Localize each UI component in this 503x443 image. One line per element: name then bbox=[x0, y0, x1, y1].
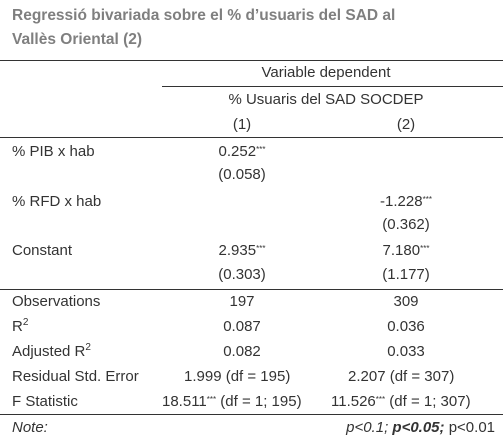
stat-label-obs: Observations bbox=[12, 293, 101, 310]
stars: *** bbox=[256, 145, 266, 154]
column-header-2: (2) bbox=[396, 116, 416, 133]
significance-note: p<0.1; p<0.05; p<0.01 bbox=[346, 419, 495, 436]
stars: *** bbox=[256, 244, 266, 253]
header-rule bbox=[0, 137, 503, 138]
fstat-2: 11.526*** (df = 1; 307) bbox=[331, 393, 471, 410]
rse-2: 2.207 (df = 307) bbox=[348, 368, 455, 385]
header-underline bbox=[162, 86, 503, 87]
r2-1: 0.087 bbox=[223, 318, 261, 335]
title-line-1: Regressió bivariada sobre el % d’usuaris… bbox=[12, 7, 396, 24]
se-constant-1: (0.303) bbox=[218, 266, 266, 283]
coef-constant-2: 7.180*** bbox=[382, 242, 430, 259]
stat-label-rse: Residual Std. Error bbox=[12, 368, 139, 385]
stats-rule bbox=[0, 289, 503, 290]
dep-var-caption: Variable dependent bbox=[261, 64, 391, 81]
se-constant-2: (1.177) bbox=[382, 266, 430, 283]
top-rule bbox=[0, 60, 503, 61]
column-header-1: (1) bbox=[232, 116, 252, 133]
coef-rfd-2: -1.228*** bbox=[380, 193, 432, 210]
bottom-rule bbox=[0, 414, 503, 415]
se-rfd-2: (0.362) bbox=[382, 216, 430, 233]
rse-1: 1.999 (df = 195) bbox=[184, 368, 291, 385]
adj-r2-1: 0.082 bbox=[223, 343, 261, 360]
se-pib-1: (0.058) bbox=[218, 166, 266, 183]
coef-constant-1: 2.935*** bbox=[218, 242, 266, 259]
stars: *** bbox=[206, 395, 217, 404]
fstat-1: 18.511*** (df = 1; 195) bbox=[162, 393, 302, 410]
adj-r2-2: 0.033 bbox=[387, 343, 425, 360]
stars: *** bbox=[422, 195, 432, 204]
stars: *** bbox=[420, 244, 430, 253]
r2-2: 0.036 bbox=[387, 318, 425, 335]
row-label-rfd: % RFD x hab bbox=[12, 193, 102, 210]
note-label: Note: bbox=[12, 419, 48, 436]
table-title: Regressió bivariada sobre el % d’usuaris… bbox=[12, 4, 492, 52]
regression-table: Variable dependent % Usuaris del SAD SOC… bbox=[0, 60, 503, 443]
obs-1: 197 bbox=[229, 293, 255, 310]
obs-2: 309 bbox=[393, 293, 419, 310]
stars: *** bbox=[375, 395, 386, 404]
row-label-pib: % PIB x hab bbox=[12, 143, 95, 160]
coef-pib-1: 0.252*** bbox=[218, 143, 266, 160]
stat-label-adj-r2: Adjusted R2 bbox=[12, 342, 91, 360]
title-line-2: Vallès Oriental (2) bbox=[12, 31, 143, 48]
stat-label-fstat: F Statistic bbox=[12, 393, 78, 410]
dep-var-name: % Usuaris del SAD SOCDEP bbox=[228, 91, 424, 108]
row-label-constant: Constant bbox=[12, 242, 73, 259]
stat-label-r2: R2 bbox=[12, 317, 29, 335]
